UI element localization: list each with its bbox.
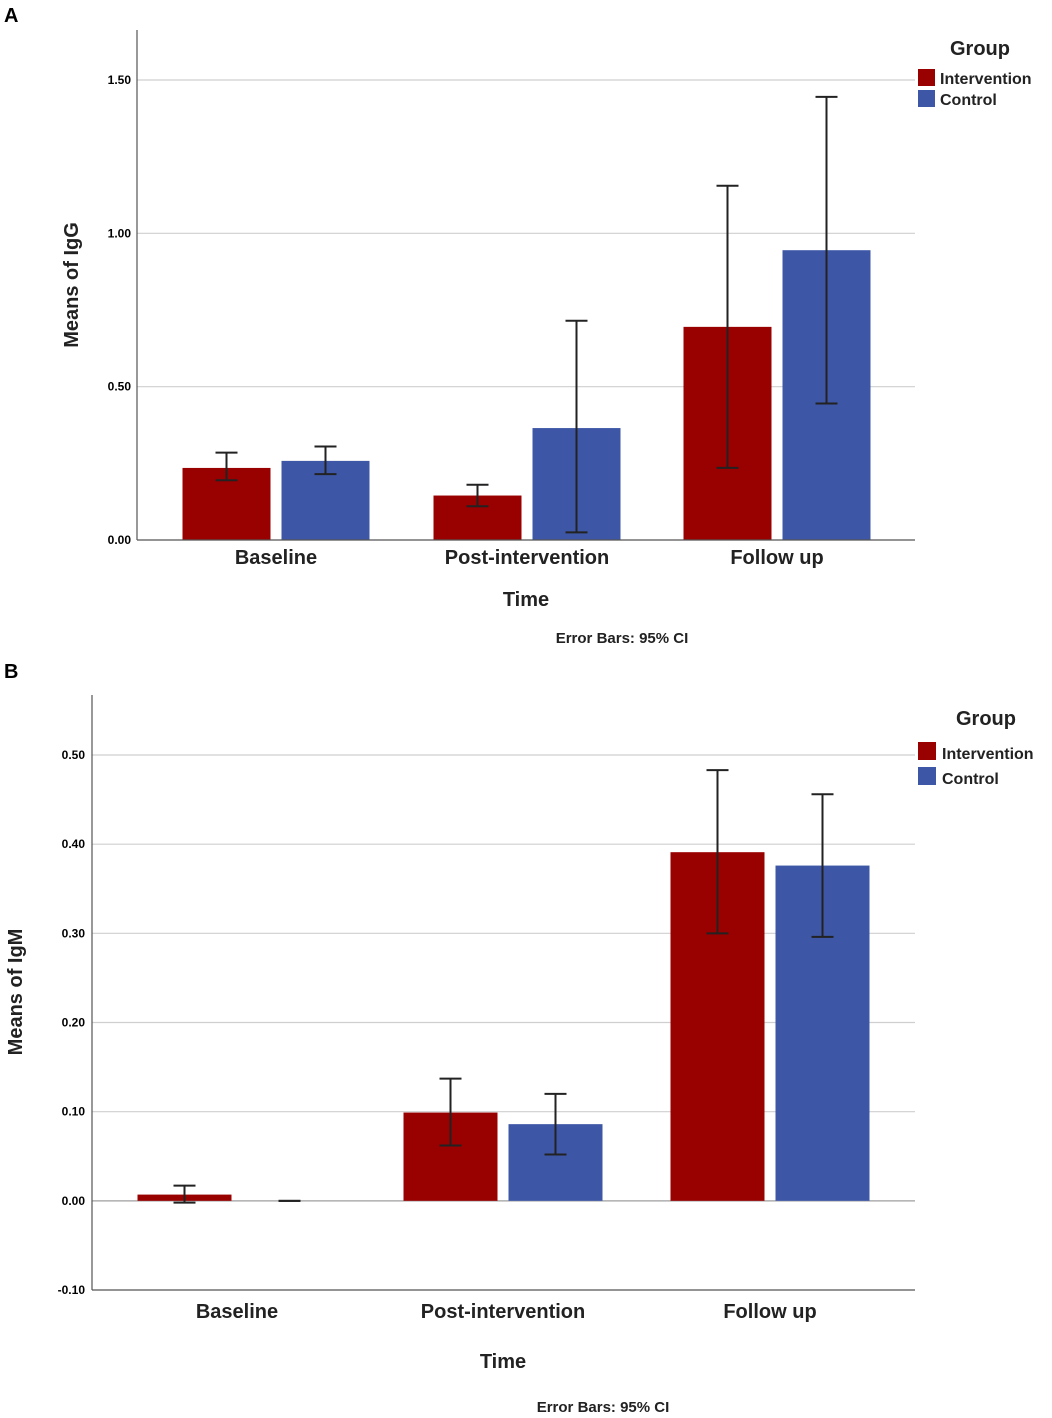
panel-a-bars: [182, 250, 871, 540]
y-tick-label: 0.40: [62, 837, 86, 851]
y-tick-label: 1.00: [108, 226, 132, 240]
panel-b-x-title: Time: [480, 1351, 526, 1373]
y-tick-label: 0.50: [108, 380, 132, 394]
panel-a-legend: Intervention Control: [918, 69, 1032, 109]
panel-a-letter: A: [4, 5, 18, 27]
panel-b-yticks: -0.10 0.00 0.10 0.20 0.30 0.40 0.50: [58, 748, 86, 1297]
category-label: Post-intervention: [445, 547, 609, 569]
panel-a-legend-swatch-intervention: [918, 69, 935, 86]
panel-a-x-title: Time: [503, 589, 549, 611]
y-tick-label: 0.20: [62, 1016, 86, 1030]
panel-b-categories: Baseline Post-intervention Follow up: [196, 1301, 817, 1323]
panel-b-legend-control: Control: [942, 771, 999, 788]
panel-b-legend: Intervention Control: [918, 742, 1034, 788]
panel-b-legend-swatch-intervention: [918, 742, 936, 760]
category-label: Follow up: [730, 547, 823, 569]
y-tick-label: -0.10: [58, 1283, 86, 1297]
category-label: Post-intervention: [421, 1301, 585, 1323]
panel-a-yticks: 0.00 0.50 1.00 1.50: [108, 73, 132, 547]
panel-b-legend-swatch-control: [918, 767, 936, 785]
panel-b-bars: [137, 852, 870, 1201]
y-tick-label: 0.00: [62, 1194, 86, 1208]
panel-a-error-bars: [215, 95, 838, 534]
y-tick-label: 1.50: [108, 73, 132, 87]
category-label: Follow up: [723, 1301, 816, 1323]
category-label: Baseline: [235, 547, 317, 569]
panel-a-chart: A 0.00 0.50 1.00 1.50 Baseline Post-interven…: [4, 5, 1032, 647]
category-label: Baseline: [196, 1301, 278, 1323]
panel-a-error-note: Error Bars: 95% CI: [556, 630, 689, 647]
panel-b-legend-intervention: Intervention: [942, 746, 1034, 763]
panel-b-error-note: Error Bars: 95% CI: [537, 1399, 670, 1416]
panel-b-legend-title: Group: [956, 708, 1016, 730]
panel-a-legend-intervention: Intervention: [940, 71, 1032, 88]
panel-b-error-bars: [173, 769, 834, 1204]
panel-b-letter: B: [4, 661, 18, 683]
panel-a-y-title: Means of IgG: [61, 222, 83, 348]
panel-a-legend-swatch-control: [918, 90, 935, 107]
panel-a-legend-title: Group: [950, 38, 1010, 60]
panel-b-y-title: Means of IgM: [5, 929, 27, 1056]
y-tick-label: 0.50: [62, 748, 86, 762]
y-tick-label: 0.10: [62, 1105, 86, 1119]
y-tick-label: 0.00: [108, 533, 132, 547]
panel-b-chart: B -0.10 0.00 0.10 0.20 0.30 0.40 0.50 Baseline…: [4, 661, 1034, 1416]
panel-a-categories: Baseline Post-intervention Follow up: [235, 547, 824, 569]
panel-a-legend-control: Control: [940, 92, 997, 109]
y-tick-label: 0.30: [62, 926, 86, 940]
